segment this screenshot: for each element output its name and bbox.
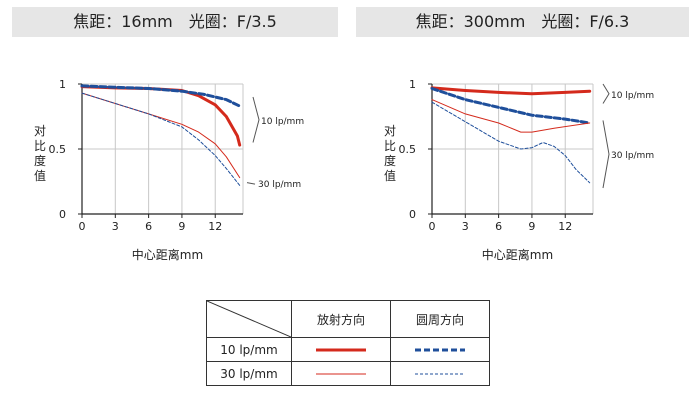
c1-y-axis-label: 对比度值: [384, 124, 396, 183]
c0-x-tick-label-3: 9: [178, 220, 185, 233]
c0-y-tick-label-0: 0: [59, 208, 66, 221]
legend-corner-diagonal: [207, 301, 291, 337]
c0-x-tick-label-2: 6: [145, 220, 152, 233]
legend-table: 放射方向 圆周方向 10 lp/mm 30 lp/mm: [206, 300, 490, 386]
legend-sample-meridional-30: [390, 361, 490, 386]
c1-x-tick-label-1: 3: [462, 220, 469, 233]
c0-x-tick-label-0: 0: [79, 220, 86, 233]
c0-annotation-pointer-1: [246, 182, 256, 185]
c0-y-axis-label: 对比度值: [34, 124, 46, 183]
c1-series-3: [431, 101, 591, 184]
legend-row-30lp: 30 lp/mm: [206, 361, 292, 386]
header-right-focal-aperture: 焦距：300mm 光圈：F/6.3: [356, 7, 689, 37]
legend-col-radial: 放射方向: [291, 300, 391, 338]
header-left-focal-aperture: 焦距：16mm 光圈：F/3.5: [12, 7, 338, 37]
c1-x-tick-label-2: 6: [495, 220, 502, 233]
c0-annotation-bracket-0: [252, 96, 260, 143]
c0-series-3: [81, 92, 241, 186]
c0-series-0: [80, 85, 242, 147]
c1-annotation-label-0: 10 lp/mm: [611, 91, 654, 101]
c0-series-1: [80, 84, 242, 108]
c0-y-tick-label-1: 0.5: [49, 143, 67, 156]
c0-annotation-label-1: 30 lp/mm: [258, 180, 301, 190]
c1-series-0: [430, 86, 592, 96]
c1-x-tick-label-3: 9: [528, 220, 535, 233]
c1-x-tick-label-0: 0: [429, 220, 436, 233]
c1-annotation-bracket-1: [602, 120, 610, 189]
c1-y-tick-label-0: 0: [409, 208, 416, 221]
c0-annotation-label-0: 10 lp/mm: [261, 117, 304, 127]
c1-y-tick-label-2: 1: [409, 78, 416, 91]
c1-x-axis-label: 中心距离mm: [482, 247, 553, 262]
c1-series-1: [430, 87, 592, 125]
c0-x-tick-label-4: 12: [208, 220, 222, 233]
legend-col-meridional: 圆周方向: [390, 300, 490, 338]
c1-annotation-label-1: 30 lp/mm: [611, 151, 654, 161]
legend-row-10lp: 10 lp/mm: [206, 337, 292, 362]
legend-sample-radial-30: [291, 361, 391, 386]
c0-x-axis-label: 中心距离mm: [132, 247, 203, 262]
c1-annotation-bracket-0: [602, 83, 610, 104]
c0-x-tick-label-1: 3: [112, 220, 119, 233]
c1-series-2: [431, 99, 591, 133]
c0-y-tick-label-2: 1: [59, 78, 66, 91]
c1-y-tick-label-1: 0.5: [399, 143, 417, 156]
legend-corner-cell: [206, 300, 292, 338]
c1-x-tick-label-4: 12: [558, 220, 572, 233]
legend-sample-radial-10: [291, 337, 391, 362]
legend-sample-meridional-10: [390, 337, 490, 362]
